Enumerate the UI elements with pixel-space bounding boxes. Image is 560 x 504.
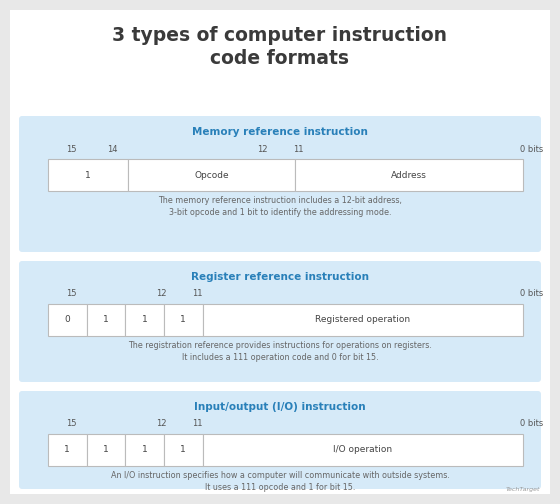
Bar xyxy=(128,159,296,191)
Text: 1: 1 xyxy=(180,446,186,455)
Text: The registration reference provides instructions for operations on registers.
It: The registration reference provides inst… xyxy=(128,341,432,362)
Text: 15: 15 xyxy=(66,419,76,428)
Text: Memory reference instruction: Memory reference instruction xyxy=(192,127,368,137)
Text: Opcode: Opcode xyxy=(194,170,229,179)
Text: 1: 1 xyxy=(103,316,109,325)
Text: 0 bits: 0 bits xyxy=(520,145,543,154)
Text: 1: 1 xyxy=(103,446,109,455)
FancyBboxPatch shape xyxy=(19,116,541,252)
Text: 12: 12 xyxy=(156,289,166,298)
Text: 12: 12 xyxy=(256,145,267,154)
Text: I/O operation: I/O operation xyxy=(333,446,392,455)
Text: 1: 1 xyxy=(85,170,91,179)
Text: 12: 12 xyxy=(156,419,166,428)
Bar xyxy=(86,304,125,336)
Text: An I/O instruction specifies how a computer will communicate with outside system: An I/O instruction specifies how a compu… xyxy=(110,471,450,492)
Text: 0 bits: 0 bits xyxy=(520,289,543,298)
Bar xyxy=(164,304,203,336)
Bar xyxy=(125,304,164,336)
Text: 11: 11 xyxy=(293,145,304,154)
FancyBboxPatch shape xyxy=(19,261,541,382)
Bar xyxy=(125,434,164,466)
Bar xyxy=(48,304,86,336)
Text: Input/output (I/O) instruction: Input/output (I/O) instruction xyxy=(194,402,366,412)
Text: 14: 14 xyxy=(107,145,118,154)
Bar xyxy=(164,434,203,466)
Text: The memory reference instruction includes a 12-bit address,
3-bit opcode and 1 b: The memory reference instruction include… xyxy=(158,196,402,217)
Text: TechTarget: TechTarget xyxy=(506,487,540,492)
Text: Address: Address xyxy=(391,170,427,179)
Text: Register reference instruction: Register reference instruction xyxy=(191,272,369,282)
FancyBboxPatch shape xyxy=(19,391,541,489)
Bar xyxy=(296,159,522,191)
FancyBboxPatch shape xyxy=(10,10,550,494)
Bar xyxy=(48,159,128,191)
Text: 0 bits: 0 bits xyxy=(520,419,543,428)
Bar xyxy=(48,434,86,466)
Text: 1: 1 xyxy=(64,446,70,455)
Bar xyxy=(86,434,125,466)
Text: Registered operation: Registered operation xyxy=(315,316,410,325)
Text: 11: 11 xyxy=(192,419,203,428)
Text: 15: 15 xyxy=(66,289,76,298)
Text: 0: 0 xyxy=(64,316,70,325)
Text: 1: 1 xyxy=(142,446,147,455)
Bar xyxy=(203,304,522,336)
Text: 3 types of computer instruction
code formats: 3 types of computer instruction code for… xyxy=(113,26,447,69)
Bar xyxy=(203,434,522,466)
Text: 1: 1 xyxy=(180,316,186,325)
Text: 1: 1 xyxy=(142,316,147,325)
Text: 11: 11 xyxy=(192,289,203,298)
Text: 15: 15 xyxy=(66,145,76,154)
